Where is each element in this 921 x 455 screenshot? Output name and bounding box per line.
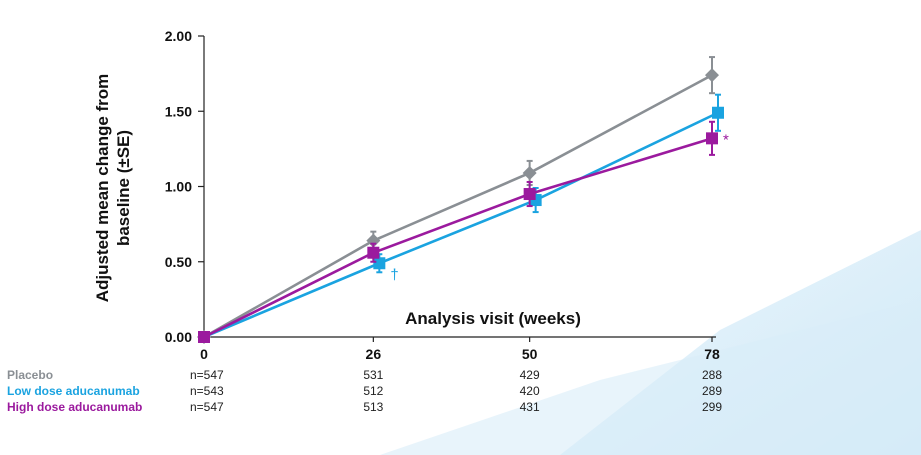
y-tick-label: 2.00 xyxy=(165,28,192,44)
y-axis-label: Adjusted mean change from baseline (±SE) xyxy=(93,74,133,303)
data-point xyxy=(198,331,210,343)
n-value: 513 xyxy=(363,400,384,414)
x-tick-label: 50 xyxy=(522,346,538,362)
n-row-label: Low dose aducanumab xyxy=(7,384,140,398)
y-axis-label-line: baseline (±SE) xyxy=(114,130,133,246)
series-high-dose-aducanumab xyxy=(198,120,718,343)
n-value: 289 xyxy=(701,384,723,398)
series-line xyxy=(203,111,719,339)
y-tick-label: 0.00 xyxy=(165,329,192,345)
data-point xyxy=(367,246,380,259)
y-tick-label: 1.50 xyxy=(165,103,192,119)
data-point xyxy=(705,68,719,83)
n-value: n=543 xyxy=(190,384,224,398)
data-point xyxy=(366,233,381,248)
n-value: n=547 xyxy=(190,368,224,382)
series-line xyxy=(203,73,713,339)
data-point xyxy=(712,106,724,119)
series-line xyxy=(203,137,713,339)
data-point xyxy=(706,132,718,145)
data-point xyxy=(373,257,386,270)
n-row: Low dose aducanumab n=543 512 420 289 xyxy=(0,384,921,400)
x-tick-label: 78 xyxy=(704,346,720,362)
y-axis-label-line: Adjusted mean change from xyxy=(93,74,112,303)
n-value: 531 xyxy=(363,368,384,382)
n-value: 420 xyxy=(519,384,540,398)
n-value: 288 xyxy=(701,368,723,382)
n-row: High dose aducanumab n=547 513 431 299 xyxy=(0,400,921,416)
n-value: 429 xyxy=(519,368,540,382)
n-value: 512 xyxy=(363,384,384,398)
x-axis-label: Analysis visit (weeks) xyxy=(405,309,581,328)
series-placebo xyxy=(197,56,719,344)
n-row-label: High dose aducanumab xyxy=(7,400,143,414)
x-tick-label: 26 xyxy=(366,346,382,362)
significance-annotation: * xyxy=(723,131,729,148)
n-value: 299 xyxy=(701,400,723,414)
n-value: n=547 xyxy=(190,400,224,414)
x-tick-label: 0 xyxy=(200,346,208,362)
n-at-risk-table: Placebo n=547 531 429 288 Low dose aducanumab… xyxy=(0,368,921,424)
significance-annotation: † xyxy=(390,266,398,283)
y-tick-label: 0.50 xyxy=(165,254,192,270)
n-row-label: Placebo xyxy=(7,368,54,382)
n-row: Placebo n=547 531 429 288 xyxy=(0,368,921,384)
data-point xyxy=(523,188,536,201)
y-tick-label: 1.00 xyxy=(165,179,192,195)
n-value: 431 xyxy=(519,400,540,414)
data-point xyxy=(522,165,537,180)
